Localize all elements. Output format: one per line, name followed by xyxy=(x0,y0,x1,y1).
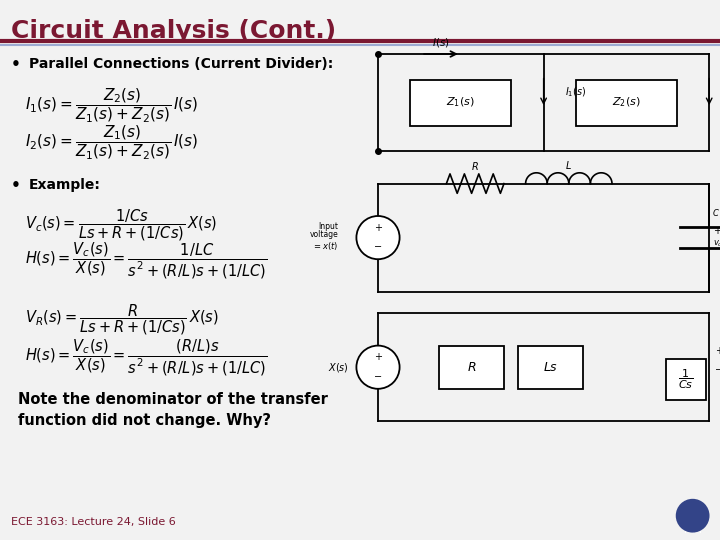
Text: −: − xyxy=(715,365,720,375)
Text: R: R xyxy=(472,163,479,172)
Text: $v_c(t)$: $v_c(t)$ xyxy=(713,237,720,249)
Text: $X(s)$: $X(s)$ xyxy=(328,361,349,374)
Text: $H(s) = \dfrac{V_c(s)}{X(s)} = \dfrac{1/LC}{s^2+(R/L)s+(1/LC)}$: $H(s) = \dfrac{V_c(s)}{X(s)} = \dfrac{1/… xyxy=(25,240,268,281)
Text: +: + xyxy=(715,346,720,356)
Bar xyxy=(518,346,583,389)
Text: $H(s) = \dfrac{V_c(s)}{X(s)} = \dfrac{(R/L)s}{s^2+(R/L)s+(1/LC)}$: $H(s) = \dfrac{V_c(s)}{X(s)} = \dfrac{(R… xyxy=(25,338,268,378)
Bar xyxy=(410,79,511,125)
Text: function did not change. Why?: function did not change. Why? xyxy=(18,413,271,428)
Text: $= x(t)$: $= x(t)$ xyxy=(312,240,338,252)
Text: Parallel Connections (Current Divider):: Parallel Connections (Current Divider): xyxy=(29,57,333,71)
Text: $V_R(s) = \dfrac{R}{Ls+R+(1/Cs)}\,X(s)$: $V_R(s) = \dfrac{R}{Ls+R+(1/Cs)}\,X(s)$ xyxy=(25,302,219,337)
Bar xyxy=(576,79,677,125)
Ellipse shape xyxy=(356,346,400,389)
Ellipse shape xyxy=(677,500,708,531)
Text: Circuit Analysis (Cont.): Circuit Analysis (Cont.) xyxy=(11,19,336,43)
Text: $I_1(s) = \dfrac{Z_2(s)}{Z_1(s)+Z_2(s)}\,I(s)$: $I_1(s) = \dfrac{Z_2(s)}{Z_1(s)+Z_2(s)}\… xyxy=(25,86,199,125)
Text: Example:: Example: xyxy=(29,178,101,192)
Bar xyxy=(666,359,706,400)
Text: C: C xyxy=(713,209,719,218)
Text: L: L xyxy=(566,161,572,171)
Text: $Ls$: $Ls$ xyxy=(543,361,559,374)
Text: +: + xyxy=(374,353,382,362)
Text: Input: Input xyxy=(318,222,338,231)
Ellipse shape xyxy=(356,216,400,259)
Text: ECE 3163: Lecture 24, Slide 6: ECE 3163: Lecture 24, Slide 6 xyxy=(11,516,176,526)
Text: $I_1(s)$: $I_1(s)$ xyxy=(565,85,587,99)
Text: Note the denominator of the transfer: Note the denominator of the transfer xyxy=(18,392,328,407)
Text: +: + xyxy=(713,226,720,236)
Text: $Z_1(s)$: $Z_1(s)$ xyxy=(446,96,475,110)
Text: $\dfrac{1}{Cs}$: $\dfrac{1}{Cs}$ xyxy=(678,368,693,391)
Text: R: R xyxy=(467,361,476,374)
Text: $V_c(s) = \dfrac{1/Cs}{Ls+R+(1/Cs)}\,X(s)$: $V_c(s) = \dfrac{1/Cs}{Ls+R+(1/Cs)}\,X(s… xyxy=(25,208,217,244)
Text: $I(s)$: $I(s)$ xyxy=(432,36,450,49)
Text: •: • xyxy=(11,57,26,72)
Bar xyxy=(439,346,504,389)
Text: $Z_2(s)$: $Z_2(s)$ xyxy=(612,96,641,110)
Text: −: − xyxy=(374,372,382,382)
Text: •: • xyxy=(11,178,26,193)
Text: −: − xyxy=(374,242,382,252)
Text: $I_2(s) = \dfrac{Z_1(s)}{Z_1(s)+Z_2(s)}\,I(s)$: $I_2(s) = \dfrac{Z_1(s)}{Z_1(s)+Z_2(s)}\… xyxy=(25,124,199,163)
Text: voltage: voltage xyxy=(310,231,338,239)
Text: +: + xyxy=(374,223,382,233)
